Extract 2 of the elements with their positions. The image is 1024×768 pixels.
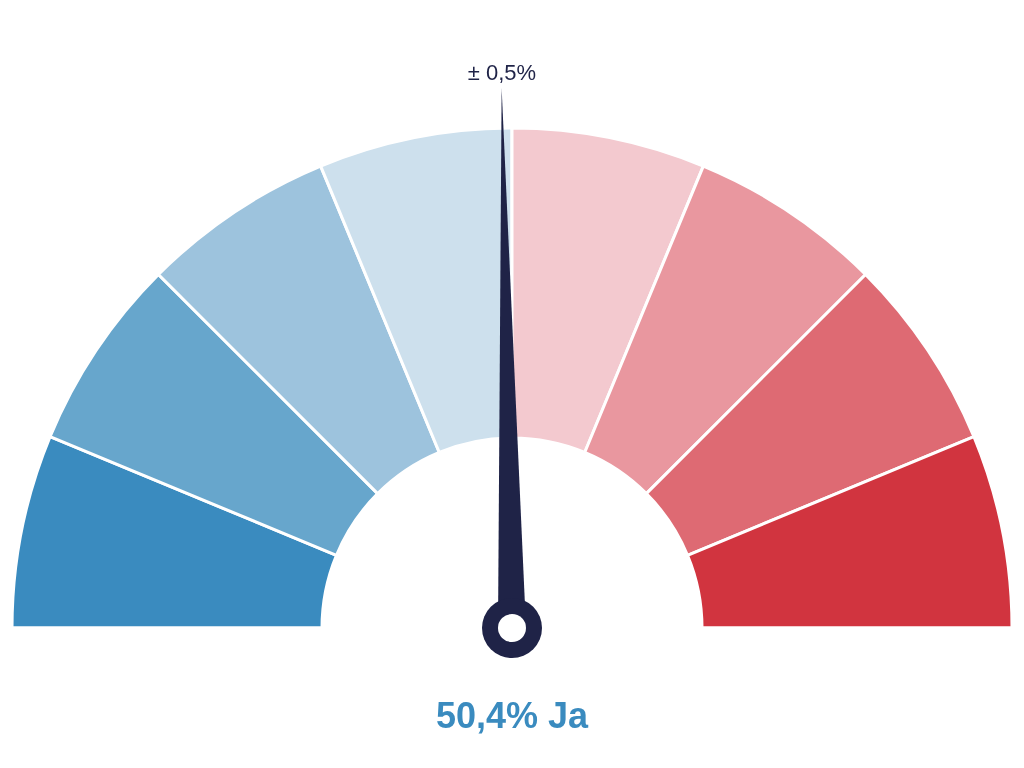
text: 50,4% Ja bbox=[435, 695, 590, 736]
text: ± 0,5% bbox=[467, 60, 537, 85]
